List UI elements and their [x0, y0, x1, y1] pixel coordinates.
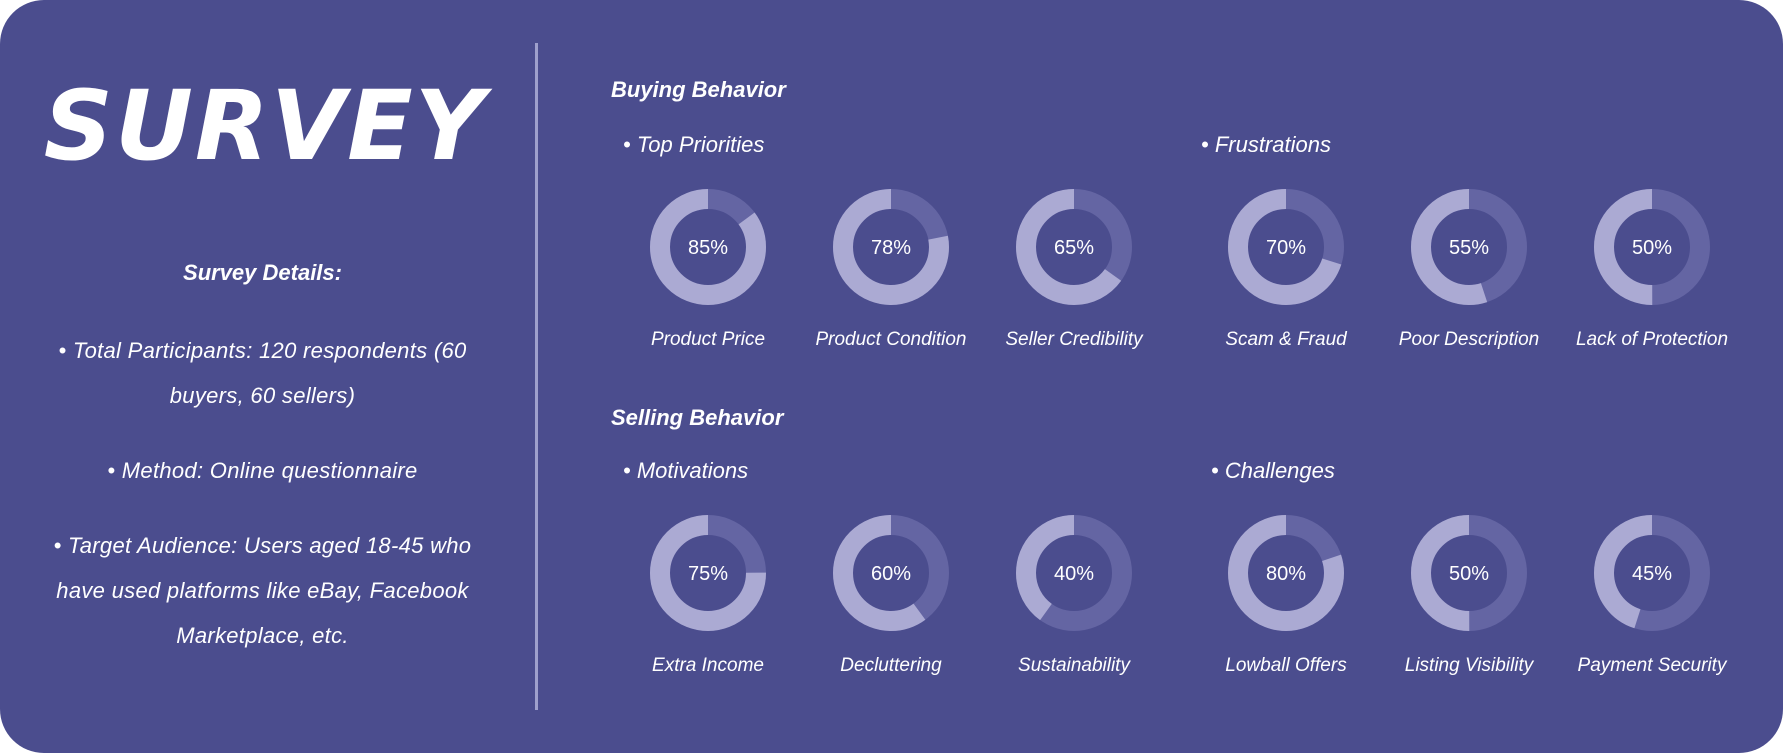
donut-seller-credibility: 65% Seller Credibility — [983, 188, 1165, 368]
donut-svg: 50% — [1594, 189, 1710, 305]
donut-lack-of-protection: 50% Lack of Protection — [1561, 188, 1743, 368]
donut-svg: 40% — [1016, 515, 1132, 631]
donut-category-label: Lowball Offers — [1225, 655, 1347, 676]
donut-value-label: 80% — [1266, 563, 1306, 585]
donut-value-label: 50% — [1449, 563, 1489, 585]
donut-category-label: Payment Security — [1577, 655, 1727, 676]
detail-audience: • Target Audience: Users aged 18-45 who … — [53, 533, 472, 648]
detail-method: • Method: Online questionnaire — [107, 458, 418, 483]
donut-value-label: 78% — [871, 237, 911, 259]
donut-arc-lowball-offers — [1228, 515, 1344, 631]
donut-value-label: 65% — [1054, 237, 1094, 259]
donut-category-label: Product Condition — [815, 329, 967, 350]
donut-category-label: Poor Description — [1398, 329, 1540, 350]
survey-summary-panel: SURVEY Survey Details: • Total Participa… — [0, 0, 530, 753]
donut-arc-product-condition — [833, 189, 949, 305]
donut-category-label: Decluttering — [840, 655, 942, 676]
donut-scam-fraud: 70% Scam & Fraud — [1195, 188, 1377, 368]
selling-behavior-heading: Selling Behavior — [611, 405, 784, 430]
donut-svg: 65% — [1016, 189, 1132, 305]
donut-svg: 45% — [1594, 515, 1710, 631]
frustrations-heading: • Frustrations — [1201, 132, 1331, 157]
donut-arc-seller-credibility — [1016, 189, 1132, 305]
donut-product-price: 85% Product Price — [617, 188, 799, 368]
donut-category-label: Scam & Fraud — [1225, 329, 1347, 350]
donut-listing-visibility: 50% Listing Visibility — [1378, 514, 1560, 694]
detail-participants: • Total Participants: 120 respondents (6… — [58, 338, 467, 408]
donut-arc-sustainability — [1016, 515, 1132, 631]
donut-value-label: 45% — [1632, 563, 1672, 585]
donut-arc-decluttering — [833, 515, 949, 631]
motivations-heading: • Motivations — [623, 458, 749, 483]
donut-category-label: Sustainability — [1018, 655, 1130, 676]
donut-svg: 55% — [1411, 189, 1527, 305]
top-priorities-heading: • Top Priorities — [623, 132, 765, 157]
donut-arc-extra-income — [650, 515, 766, 631]
donut-value-label: 70% — [1266, 237, 1306, 259]
donut-svg: 78% — [833, 189, 949, 305]
donut-category-label: Listing Visibility — [1404, 655, 1534, 676]
donut-arc-product-price — [650, 189, 766, 305]
donut-arc-payment-security — [1594, 515, 1710, 631]
donut-payment-security: 45% Payment Security — [1561, 514, 1743, 694]
challenges-heading: • Challenges — [1211, 458, 1335, 483]
donut-category-label: Product Price — [650, 329, 766, 350]
buying-behavior-heading: Buying Behavior — [611, 77, 786, 102]
donut-value-label: 55% — [1449, 237, 1489, 259]
donut-poor-description: 55% Poor Description — [1378, 188, 1560, 368]
details-heading: Survey Details: — [183, 260, 342, 285]
donut-value-label: 40% — [1054, 563, 1094, 585]
donut-value-label: 60% — [871, 563, 911, 585]
donut-svg: 85% — [650, 189, 766, 305]
donut-svg: 60% — [833, 515, 949, 631]
donut-value-label: 85% — [688, 237, 728, 259]
donut-decluttering: 60% Decluttering — [800, 514, 982, 694]
donut-svg: 80% — [1228, 515, 1344, 631]
donut-category-label: Extra Income — [652, 655, 764, 676]
donut-product-condition: 78% Product Condition — [800, 188, 982, 368]
donut-category-label: Seller Credibility — [1005, 329, 1143, 350]
donut-sustainability: 40% Sustainability — [983, 514, 1165, 694]
donut-arc-listing-visibility — [1411, 515, 1527, 631]
donut-lowball-offers: 80% Lowball Offers — [1195, 514, 1377, 694]
donut-category-label: Lack of Protection — [1575, 329, 1729, 350]
donut-extra-income: 75% Extra Income — [617, 514, 799, 694]
vertical-divider — [535, 43, 538, 710]
donut-svg: 50% — [1411, 515, 1527, 631]
donut-value-label: 75% — [688, 563, 728, 585]
donut-arc-poor-description — [1411, 189, 1527, 305]
donut-value-label: 50% — [1632, 237, 1672, 259]
donut-svg: 70% — [1228, 189, 1344, 305]
donut-arc-lack-of-protection — [1594, 189, 1710, 305]
survey-title: SURVEY — [43, 70, 487, 182]
donut-arc-scam-fraud — [1228, 189, 1344, 305]
donut-svg: 75% — [650, 515, 766, 631]
